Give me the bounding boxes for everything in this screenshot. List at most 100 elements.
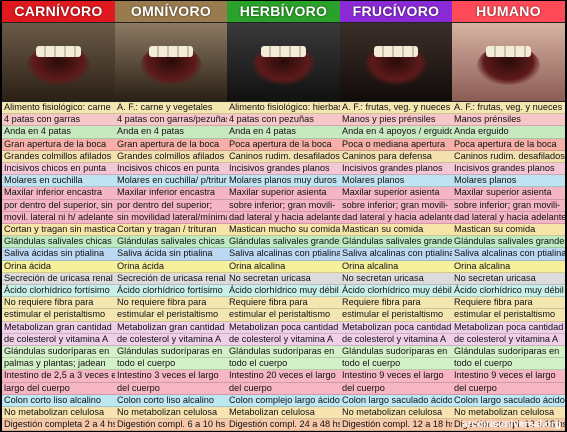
mouth-photo	[227, 22, 340, 102]
trait-cell: dad lateral y hacia adelante	[227, 211, 340, 225]
trait-cell: Mastican su comida	[452, 224, 565, 237]
trait-cell: Poca o mediana apertura	[340, 138, 452, 151]
trait-cell: Requiere fibra para	[227, 297, 340, 310]
trait-cell: Glándulas sudoríparas en	[227, 346, 340, 359]
trait-cell: Grandes colmillos afilados	[115, 150, 227, 164]
trait-cell: sobre inferior; gran movili-	[227, 199, 340, 212]
trait-cell: del cuerpo	[227, 382, 340, 395]
trait-cell: estimular el peristaltismo	[115, 309, 227, 322]
trait-cell: movil. lateral ni h/ adelante	[2, 211, 115, 225]
trait-cell: Caninos rudim. desafilados	[227, 150, 340, 164]
trait-cell: Colon corto liso alcalino	[2, 394, 115, 408]
trait-cell: estimular el peristaltismo	[452, 309, 565, 322]
trait-cell: Metabolizan poca cantidad	[340, 321, 452, 334]
trait-cell: por dentro del superior;	[115, 199, 227, 212]
trait-list: A. F.: frutas, veg. y nueces Manos y pies…	[340, 102, 452, 432]
column-title: HERBÍVORO	[227, 1, 340, 22]
trait-cell: dad lateral y hacia adelante	[340, 211, 452, 225]
trait-cell: sin movilidad lateral/mínima	[115, 211, 227, 225]
trait-cell: Alimento fisiológico: carne	[2, 102, 115, 115]
trait-cell: Colon corto liso alcalino	[115, 394, 227, 408]
trait-cell: todo el cuerpo	[227, 358, 340, 371]
column-carnivoro: CARNÍVORO Alimento fisiológico: carne 4 pa…	[2, 1, 115, 432]
trait-cell: No metabolizan celulosa	[452, 407, 565, 420]
website-credit: arcoirisuniversal.org	[462, 419, 561, 430]
trait-cell: Intestino de 2,5 a 3 veces el	[2, 370, 115, 383]
mouth-photo	[452, 22, 565, 102]
trait-cell: Poca apertura de la boca	[227, 138, 340, 151]
trait-cell: Ácido clorhídrico muy débil	[452, 285, 565, 298]
trait-cell: Digestión compl. 12 a 18 hs	[452, 419, 565, 432]
trait-cell: Orina alcalina	[452, 260, 565, 273]
trait-cell: de colesterol y vitamina A	[2, 333, 115, 347]
trait-cell: No secretan uricasa	[340, 272, 452, 286]
trait-cell: Saliva ácidas sin ptialina	[2, 248, 115, 261]
trait-cell: Mastican su comida	[340, 224, 452, 237]
trait-cell: A. F.: carne y vegetales	[115, 102, 227, 115]
trait-cell: Digestión completa 2 a 4 hs	[2, 419, 115, 432]
trait-cell: Requiere fibra para	[452, 297, 565, 310]
trait-cell: de colesterol y vitamina A	[227, 333, 340, 347]
trait-cell: Anda en 4 patas	[227, 126, 340, 139]
trait-cell: Secreción de uricasa renal	[2, 272, 115, 286]
trait-cell: Incisivos grandes planos	[227, 163, 340, 176]
trait-cell: Incisivos grandes planos	[340, 163, 452, 176]
trait-cell: No metabolizan celulosa	[340, 407, 452, 420]
trait-cell: Molares planos muy duros	[227, 175, 340, 188]
trait-cell: Digestión compl. 6 a 10 hs	[115, 419, 227, 432]
trait-cell: Glándulas sudoríparas en	[115, 346, 227, 359]
mouth-photo	[115, 22, 227, 102]
trait-cell: Ácido clorhídrico muy débil	[227, 285, 340, 298]
trait-cell: Grandes colmillos afilados	[2, 150, 115, 164]
trait-cell: 4 patas con garras	[2, 114, 115, 127]
column-omnivoro: OMNÍVORO A. F.: carne y vegetales 4 patas …	[115, 1, 227, 432]
trait-cell: Alimento fisiológico: hierbas	[227, 102, 340, 115]
column-title: HUMANO	[452, 1, 565, 22]
trait-cell: No metabolizan celulosa	[2, 407, 115, 420]
trait-cell: Saliva alcalinas con ptialina	[227, 248, 340, 261]
column-herbivoro: HERBÍVORO Alimento fisiológico: hierbas 4 …	[227, 1, 340, 432]
trait-cell: todo el cuerpo	[340, 358, 452, 371]
trait-cell: Glándulas salivales chicas	[115, 236, 227, 249]
trait-cell: Ácido clorhídrico fortísimo	[2, 285, 115, 298]
trait-cell: Gran apertura de la boca	[115, 138, 227, 151]
trait-cell: del cuerpo	[115, 382, 227, 395]
mouth-photo	[2, 22, 115, 102]
trait-cell: Digestión compl. 12 a 18 hs	[340, 419, 452, 432]
trait-list: Alimento fisiológico: carne 4 patas con g…	[2, 102, 115, 432]
trait-cell: Glándulas salivales grandes	[452, 236, 565, 249]
trait-cell: estimular el peristaltismo	[340, 309, 452, 322]
trait-cell: Molares planos	[340, 175, 452, 188]
trait-cell: A. F.: frutas, veg. y nueces	[340, 102, 452, 115]
trait-cell: Glándulas sudoríparas en	[340, 346, 452, 359]
trait-cell: No requiere fibra para	[115, 297, 227, 310]
trait-cell: Saliva ácida sin ptialina	[115, 248, 227, 261]
trait-cell: estimular el peristaltismo	[227, 309, 340, 322]
column-title: FRUCÍVORO	[340, 1, 452, 22]
trait-cell: del cuerpo	[340, 382, 452, 395]
trait-cell: Ácido clorhídrico fortísimo	[115, 285, 227, 298]
trait-cell: sobre inferior; gran movili-	[452, 199, 565, 212]
trait-cell: sobre inferior; gran movili-	[340, 199, 452, 212]
trait-cell: Metabolizan gran cantidad	[115, 321, 227, 334]
trait-cell: del cuerpo	[452, 382, 565, 395]
trait-cell: Colon complejo largo ácido	[227, 394, 340, 408]
trait-cell: todo el cuerpo	[115, 358, 227, 371]
trait-cell: Maxilar superior asienta	[227, 187, 340, 200]
trait-cell: largo del cuerpo	[2, 382, 115, 395]
trait-cell: No metabolizan celulosa	[115, 407, 227, 420]
trait-cell: Colon largo saculado ácido	[340, 394, 452, 408]
trait-cell: Digestión compl. 24 a 48 hs	[227, 419, 340, 432]
trait-cell: Anda erguido	[452, 126, 565, 139]
trait-cell: Glándulas sudoríparas en	[452, 346, 565, 359]
teeth	[148, 46, 194, 58]
trait-cell: Glándulas salivales grandes	[227, 236, 340, 249]
column-title: OMNÍVORO	[115, 1, 227, 22]
trait-cell: de colesterol y vitamina A	[115, 333, 227, 347]
trait-cell: Orina ácida	[2, 260, 115, 273]
trait-cell: Maxilar inferior encastra	[115, 187, 227, 200]
trait-cell: Requiere fibra para	[340, 297, 452, 310]
trait-cell: 4 patas con pezuñas	[227, 114, 340, 127]
trait-cell: Maxilar superior asienta	[340, 187, 452, 200]
